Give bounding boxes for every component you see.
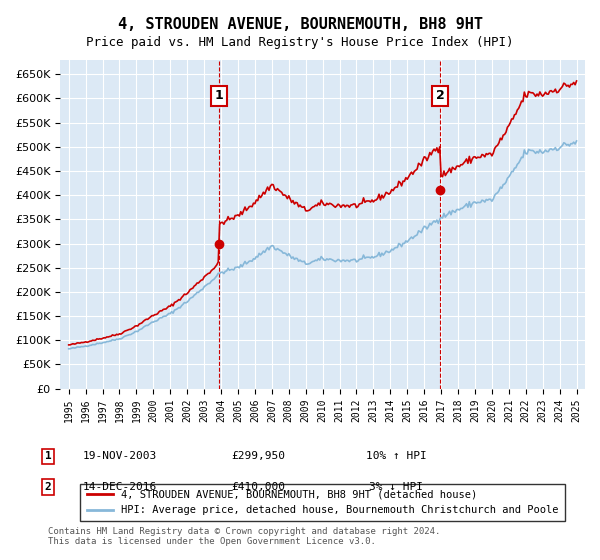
Text: 19-NOV-2003: 19-NOV-2003	[83, 451, 157, 461]
Legend: 4, STROUDEN AVENUE, BOURNEMOUTH, BH8 9HT (detached house), HPI: Average price, d: 4, STROUDEN AVENUE, BOURNEMOUTH, BH8 9HT…	[80, 484, 565, 521]
Text: 2: 2	[436, 90, 445, 102]
Text: £299,950: £299,950	[231, 451, 285, 461]
Text: Contains HM Land Registry data © Crown copyright and database right 2024.
This d: Contains HM Land Registry data © Crown c…	[48, 526, 440, 546]
Text: Price paid vs. HM Land Registry's House Price Index (HPI): Price paid vs. HM Land Registry's House …	[86, 36, 514, 49]
Text: 1: 1	[215, 90, 223, 102]
Text: 3% ↓ HPI: 3% ↓ HPI	[369, 482, 423, 492]
Text: 14-DEC-2016: 14-DEC-2016	[83, 482, 157, 492]
Text: 4, STROUDEN AVENUE, BOURNEMOUTH, BH8 9HT: 4, STROUDEN AVENUE, BOURNEMOUTH, BH8 9HT	[118, 17, 482, 32]
Text: 10% ↑ HPI: 10% ↑ HPI	[365, 451, 427, 461]
Text: 1: 1	[44, 451, 52, 461]
Text: 2: 2	[44, 482, 52, 492]
Text: £410,000: £410,000	[231, 482, 285, 492]
